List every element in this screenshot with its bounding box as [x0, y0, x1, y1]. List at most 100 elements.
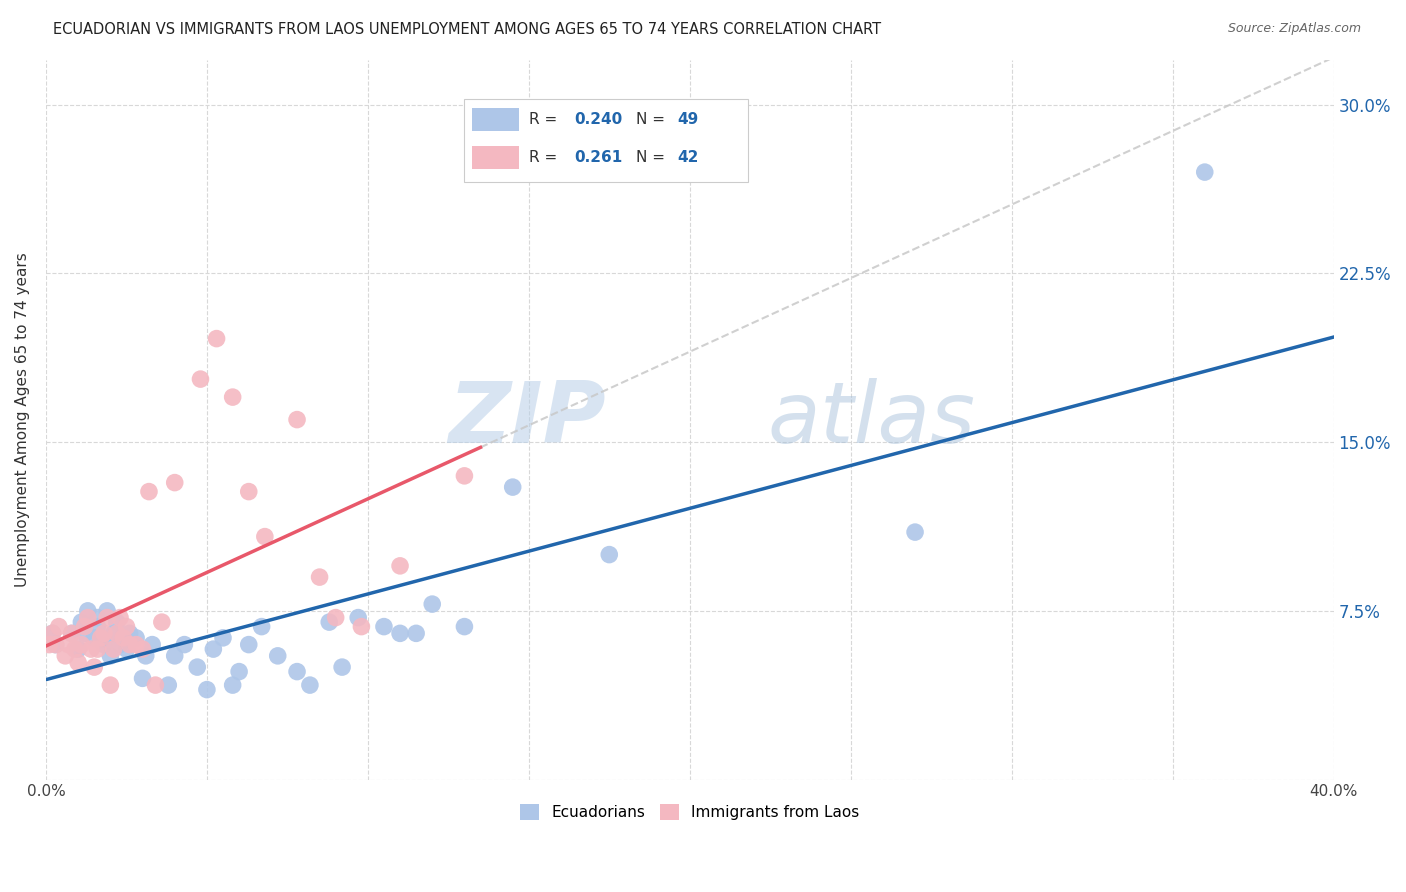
Point — [253, 530, 276, 544]
Point — [904, 525, 927, 540]
Point — [86, 610, 108, 624]
FancyBboxPatch shape — [472, 108, 519, 131]
FancyBboxPatch shape — [472, 146, 519, 169]
Point — [350, 619, 373, 633]
Point — [157, 678, 180, 692]
Point — [212, 631, 235, 645]
Point — [83, 631, 105, 645]
Point — [93, 626, 115, 640]
Point — [202, 642, 225, 657]
Point — [41, 626, 63, 640]
Point — [131, 671, 153, 685]
Point — [347, 610, 370, 624]
Point — [96, 610, 118, 624]
Point — [221, 390, 243, 404]
Point — [173, 638, 195, 652]
Point — [112, 631, 135, 645]
Point — [41, 626, 63, 640]
Point — [60, 626, 83, 640]
Point — [405, 626, 427, 640]
Text: R =: R = — [529, 150, 562, 165]
Point — [221, 678, 243, 692]
Point — [48, 619, 70, 633]
Point — [86, 642, 108, 657]
Point — [67, 656, 90, 670]
Point — [86, 619, 108, 633]
Point — [138, 484, 160, 499]
Point — [63, 642, 86, 657]
Point — [141, 638, 163, 652]
Point — [83, 660, 105, 674]
FancyBboxPatch shape — [464, 99, 748, 182]
Point — [45, 638, 67, 652]
Point — [186, 660, 208, 674]
Point — [238, 484, 260, 499]
Point — [70, 638, 93, 652]
Point — [70, 615, 93, 629]
Point — [318, 615, 340, 629]
Point — [98, 648, 121, 663]
Point — [98, 678, 121, 692]
Point — [90, 631, 112, 645]
Point — [115, 619, 138, 633]
Point — [453, 619, 475, 633]
Point — [285, 665, 308, 679]
Text: Source: ZipAtlas.com: Source: ZipAtlas.com — [1227, 22, 1361, 36]
Point — [238, 638, 260, 652]
Point — [502, 480, 524, 494]
Point — [330, 660, 353, 674]
Point — [267, 648, 290, 663]
Legend: Ecuadorians, Immigrants from Laos: Ecuadorians, Immigrants from Laos — [515, 797, 865, 826]
Point — [108, 610, 131, 624]
Text: ECUADORIAN VS IMMIGRANTS FROM LAOS UNEMPLOYMENT AMONG AGES 65 TO 74 YEARS CORREL: ECUADORIAN VS IMMIGRANTS FROM LAOS UNEMP… — [53, 22, 882, 37]
Text: R =: R = — [529, 112, 562, 127]
Point — [308, 570, 330, 584]
Point — [163, 475, 186, 490]
Text: N =: N = — [636, 150, 669, 165]
Text: 0.240: 0.240 — [574, 112, 621, 127]
Point — [190, 372, 212, 386]
Point — [76, 604, 98, 618]
Text: atlas: atlas — [768, 378, 974, 461]
Point — [103, 642, 125, 657]
Point — [1194, 165, 1216, 179]
Point — [118, 638, 141, 652]
Point — [150, 615, 173, 629]
Point — [205, 332, 228, 346]
Point — [60, 626, 83, 640]
Point — [80, 642, 103, 657]
Point — [228, 665, 250, 679]
Point — [45, 638, 67, 652]
Point — [73, 626, 96, 640]
Point — [73, 619, 96, 633]
Point — [298, 678, 321, 692]
Point — [96, 604, 118, 618]
Point — [118, 626, 141, 640]
Point — [285, 412, 308, 426]
Point — [145, 678, 167, 692]
Point — [135, 648, 157, 663]
Point — [115, 642, 138, 657]
Point — [453, 468, 475, 483]
Point — [108, 638, 131, 652]
Text: 42: 42 — [676, 150, 699, 165]
Point — [38, 638, 60, 652]
Text: 0.261: 0.261 — [574, 150, 621, 165]
Point — [105, 615, 128, 629]
Point — [598, 548, 620, 562]
Text: ZIP: ZIP — [449, 378, 606, 461]
Point — [125, 638, 148, 652]
Y-axis label: Unemployment Among Ages 65 to 74 years: Unemployment Among Ages 65 to 74 years — [15, 252, 30, 587]
Point — [131, 642, 153, 657]
Point — [125, 631, 148, 645]
Point — [420, 597, 443, 611]
Point — [103, 626, 125, 640]
Point — [250, 619, 273, 633]
Point — [105, 626, 128, 640]
Point — [389, 626, 412, 640]
Text: 49: 49 — [676, 112, 699, 127]
Point — [389, 558, 412, 573]
Point — [93, 638, 115, 652]
Point — [325, 610, 347, 624]
Point — [195, 682, 218, 697]
